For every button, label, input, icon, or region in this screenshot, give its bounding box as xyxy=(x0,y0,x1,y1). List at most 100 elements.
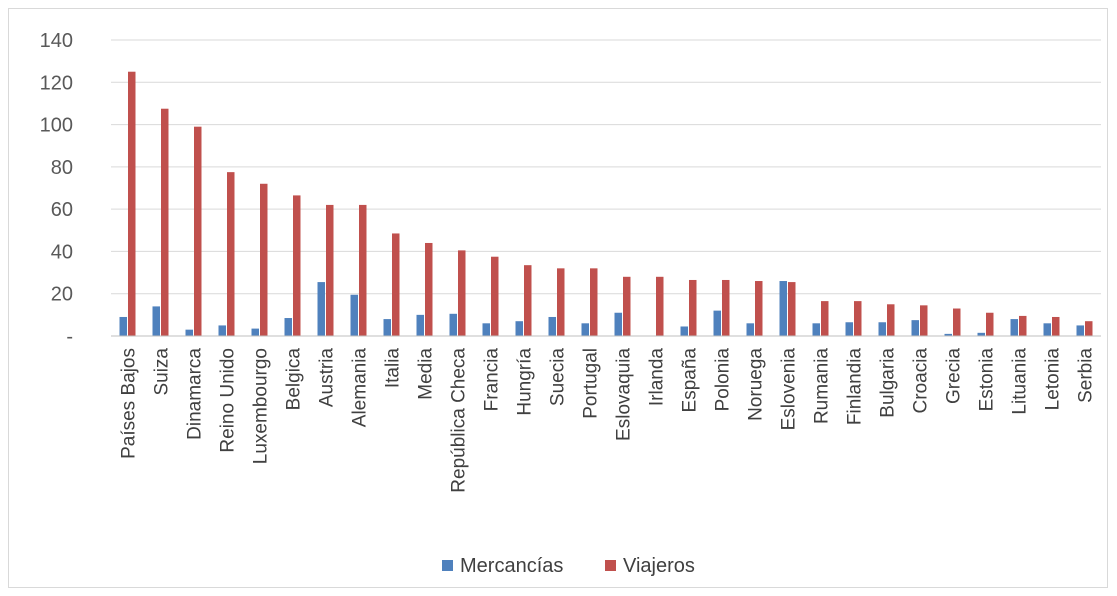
bar-viajeros xyxy=(326,204,334,336)
bar-mercancias xyxy=(713,310,721,336)
y-tick-label: 100 xyxy=(40,115,73,137)
legend-label-viajeros: Viajeros xyxy=(623,555,695,577)
y-tick-label: 140 xyxy=(40,30,73,52)
bar-viajeros xyxy=(1052,316,1060,336)
bar-mercancias xyxy=(746,323,754,336)
x-tick-label: República Checa xyxy=(449,348,470,493)
y-tick-label: 60 xyxy=(51,199,73,221)
bar-viajeros xyxy=(161,108,169,336)
bar-mercancias xyxy=(416,314,424,336)
bar-viajeros xyxy=(260,183,268,336)
bar-mercancias xyxy=(878,322,886,336)
x-tick-label: Dinamarca xyxy=(185,348,206,440)
x-tick-label: Bulgaria xyxy=(878,348,899,418)
bar-mercancias xyxy=(1043,323,1051,336)
y-axis-ticks: - 20 40 60 80 100 120 140 xyxy=(40,30,73,348)
x-tick-label: Italia xyxy=(383,348,404,389)
x-tick-label: Lituania xyxy=(1010,348,1031,415)
bar-mercancias xyxy=(1076,325,1084,336)
x-tick-label: España xyxy=(680,348,701,413)
x-tick-label: Belgica xyxy=(284,348,305,411)
bar-viajeros xyxy=(359,204,367,336)
bar-viajeros xyxy=(458,250,466,336)
bar-viajeros xyxy=(293,195,301,336)
gridlines xyxy=(111,39,1101,295)
bar-viajeros xyxy=(1085,321,1093,336)
bar-viajeros xyxy=(623,276,631,336)
x-tick-label: Hungría xyxy=(515,348,536,416)
bar-viajeros xyxy=(128,71,136,336)
bar-viajeros xyxy=(1019,315,1027,336)
bar-viajeros xyxy=(986,312,994,336)
bar-mercancias xyxy=(614,312,622,336)
x-tick-label: Países Bajos xyxy=(119,348,140,459)
bar-mercancias xyxy=(482,323,490,336)
bar-mercancias xyxy=(449,313,457,336)
bar-viajeros xyxy=(425,242,433,336)
bar-viajeros xyxy=(590,268,598,336)
bar-mercancias xyxy=(548,316,556,336)
bar-mercancias xyxy=(779,281,787,336)
x-tick-label: Suiza xyxy=(152,348,173,396)
bar-mercancias xyxy=(1010,319,1018,336)
bar-mercancias xyxy=(977,332,985,336)
x-tick-label: Media xyxy=(416,348,437,400)
x-tick-label: Eslovaquia xyxy=(614,348,635,441)
bar-mercancias xyxy=(119,316,127,336)
x-tick-label: Grecia xyxy=(944,348,965,404)
x-tick-label: Finlandia xyxy=(845,348,866,426)
x-tick-label: Noruega xyxy=(746,348,767,421)
legend: Mercancías Viajeros xyxy=(442,555,695,577)
bar-viajeros xyxy=(656,276,664,336)
x-tick-label: Estonia xyxy=(977,348,998,412)
bar-mercancias xyxy=(845,322,853,336)
bar-mercancias xyxy=(581,323,589,336)
bars xyxy=(119,71,1093,336)
legend-label-mercancias: Mercancías xyxy=(460,555,563,577)
x-tick-label: Francia xyxy=(482,348,503,412)
x-tick-label: Austria xyxy=(317,348,338,408)
legend-swatch-viajeros xyxy=(605,560,616,571)
bar-viajeros xyxy=(953,308,961,336)
y-tick-label: 120 xyxy=(40,72,73,94)
chart-frame: - 20 40 60 80 100 120 140 Países Bajos Suiza Dina… xyxy=(8,8,1108,588)
y-tick-label: 20 xyxy=(51,284,73,306)
bar-mercancias xyxy=(185,329,193,336)
bar-viajeros xyxy=(227,172,235,336)
bar-viajeros xyxy=(392,233,400,336)
x-tick-label: Suecia xyxy=(548,348,569,407)
bar-mercancias xyxy=(911,320,919,336)
bar-mercancias xyxy=(944,333,952,336)
x-tick-label: Irlanda xyxy=(647,348,668,407)
bar-viajeros xyxy=(557,268,565,336)
y-tick-label: 80 xyxy=(51,157,73,179)
x-tick-label: Reino Unido xyxy=(218,348,239,453)
x-axis-ticks: Países Bajos Suiza Dinamarca Reino Unido Lux… xyxy=(119,348,1097,493)
bar-mercancias xyxy=(251,328,259,336)
bar-mercancias xyxy=(812,323,820,336)
x-tick-label: Serbia xyxy=(1076,348,1097,403)
bar-mercancias xyxy=(284,318,292,336)
bar-mercancias xyxy=(152,306,160,336)
bar-viajeros xyxy=(722,279,730,336)
x-tick-label: Luxembourgo xyxy=(251,348,272,464)
bar-mercancias xyxy=(680,326,688,336)
x-tick-label: Portugal xyxy=(581,348,602,419)
bar-chart: - 20 40 60 80 100 120 140 Países Bajos Suiza Dina… xyxy=(40,30,1101,577)
x-tick-label: Rumania xyxy=(812,348,833,424)
bar-viajeros xyxy=(491,256,499,336)
x-tick-label: Letonia xyxy=(1043,348,1064,411)
bar-mercancias xyxy=(383,319,391,336)
bar-viajeros xyxy=(920,305,928,336)
bar-viajeros xyxy=(524,265,532,336)
bar-mercancias xyxy=(350,294,358,336)
bar-mercancias xyxy=(218,325,226,336)
x-tick-label: Croacia xyxy=(911,348,932,414)
bar-viajeros xyxy=(194,126,202,336)
bar-viajeros xyxy=(755,281,763,336)
x-tick-label: Polonia xyxy=(713,348,734,412)
x-tick-label: Eslovenia xyxy=(779,348,800,431)
bar-viajeros xyxy=(689,279,697,336)
y-tick-label: 40 xyxy=(51,241,73,263)
legend-swatch-mercancias xyxy=(442,560,453,571)
